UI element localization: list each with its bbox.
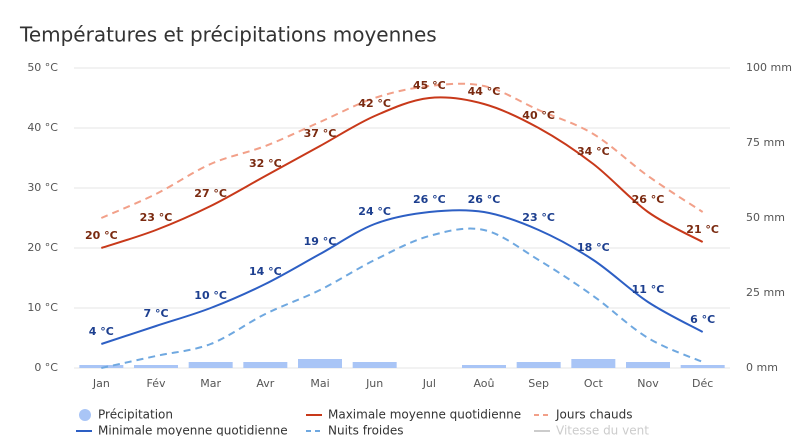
precip-bar bbox=[352, 362, 397, 368]
legend-swatch bbox=[79, 409, 91, 421]
x-tick-label: Mar bbox=[200, 377, 221, 390]
legend-label: Minimale moyenne quotidienne bbox=[98, 424, 288, 436]
precip-bar bbox=[188, 362, 233, 368]
legend-label: Maximale moyenne quotidienne bbox=[328, 408, 521, 422]
precip-bar bbox=[462, 365, 506, 368]
y2-tick-label: 100 mm bbox=[746, 61, 792, 74]
data-label: 42 °C bbox=[358, 97, 391, 110]
data-label: 7 °C bbox=[143, 307, 168, 320]
legend-item[interactable]: Nuits froides bbox=[306, 424, 404, 436]
data-label: 45 °C bbox=[413, 79, 446, 92]
precip-bar bbox=[626, 362, 670, 368]
y-tick-label: 30 °C bbox=[27, 181, 58, 194]
legend-label: Précipitation bbox=[98, 408, 173, 422]
data-label: 11 °C bbox=[632, 283, 665, 296]
x-tick-label: Jun bbox=[365, 377, 383, 390]
legend-item[interactable]: Précipitation bbox=[79, 408, 173, 422]
data-label: 34 °C bbox=[577, 145, 610, 158]
data-label: 37 °C bbox=[304, 127, 337, 140]
y-tick-label: 10 °C bbox=[27, 301, 58, 314]
data-label: 10 °C bbox=[194, 289, 227, 302]
data-label: 23 °C bbox=[522, 211, 555, 224]
legend-label: Vitesse du vent bbox=[556, 424, 649, 436]
legend-item[interactable]: Jours chauds bbox=[534, 408, 633, 422]
data-label: 26 °C bbox=[468, 193, 501, 206]
data-label: 26 °C bbox=[632, 193, 665, 206]
legend-item[interactable]: Minimale moyenne quotidienne bbox=[76, 424, 288, 436]
y2-tick-label: 75 mm bbox=[746, 136, 785, 149]
series-line bbox=[101, 227, 704, 369]
legend-label: Nuits froides bbox=[328, 424, 404, 436]
y-tick-label: 20 °C bbox=[27, 241, 58, 254]
x-tick-label: Oct bbox=[584, 377, 604, 390]
data-label: 40 °C bbox=[522, 109, 555, 122]
precip-bar bbox=[680, 365, 725, 368]
data-label: 24 °C bbox=[358, 205, 391, 218]
data-label: 32 °C bbox=[249, 157, 282, 170]
y2-tick-label: 0 mm bbox=[746, 361, 778, 374]
x-tick-label: Aoû bbox=[473, 377, 494, 390]
x-tick-label: Jul bbox=[422, 377, 436, 390]
y-tick-label: 50 °C bbox=[27, 61, 58, 74]
y-tick-label: 40 °C bbox=[27, 121, 58, 134]
x-tick-label: Nov bbox=[637, 377, 659, 390]
precip-bar bbox=[243, 362, 288, 368]
data-label: 14 °C bbox=[249, 265, 282, 278]
series-line bbox=[101, 209, 704, 345]
data-label: 6 °C bbox=[690, 313, 715, 326]
precip-bar bbox=[79, 365, 124, 368]
data-label: 23 °C bbox=[140, 211, 173, 224]
precip-bar bbox=[571, 359, 616, 368]
x-tick-label: Jan bbox=[92, 377, 110, 390]
x-tick-label: Déc bbox=[692, 377, 713, 390]
data-label: 4 °C bbox=[89, 325, 114, 338]
legend-item[interactable]: Maximale moyenne quotidienne bbox=[306, 408, 521, 422]
precip-bar bbox=[298, 359, 342, 368]
data-label: 19 °C bbox=[304, 235, 337, 248]
series-line bbox=[101, 96, 704, 249]
legend-item[interactable]: Vitesse du vent bbox=[534, 424, 649, 436]
data-label: 44 °C bbox=[468, 85, 501, 98]
data-label: 20 °C bbox=[85, 229, 118, 242]
legend-label: Jours chauds bbox=[555, 408, 633, 422]
x-tick-label: Mai bbox=[310, 377, 329, 390]
data-label: 27 °C bbox=[194, 187, 227, 200]
x-tick-label: Fév bbox=[146, 377, 165, 390]
data-label: 21 °C bbox=[686, 223, 719, 236]
y2-tick-label: 50 mm bbox=[746, 211, 785, 224]
y2-tick-label: 25 mm bbox=[746, 286, 785, 299]
y-tick-label: 0 °C bbox=[34, 361, 58, 374]
x-tick-label: Avr bbox=[256, 377, 274, 390]
precip-bar bbox=[516, 362, 561, 368]
precip-bar bbox=[134, 365, 178, 368]
x-tick-label: Sep bbox=[528, 377, 549, 390]
chart-title: Températures et précipitations moyennes bbox=[19, 23, 437, 47]
data-label: 26 °C bbox=[413, 193, 446, 206]
data-label: 18 °C bbox=[577, 241, 610, 254]
series-line bbox=[100, 82, 704, 219]
